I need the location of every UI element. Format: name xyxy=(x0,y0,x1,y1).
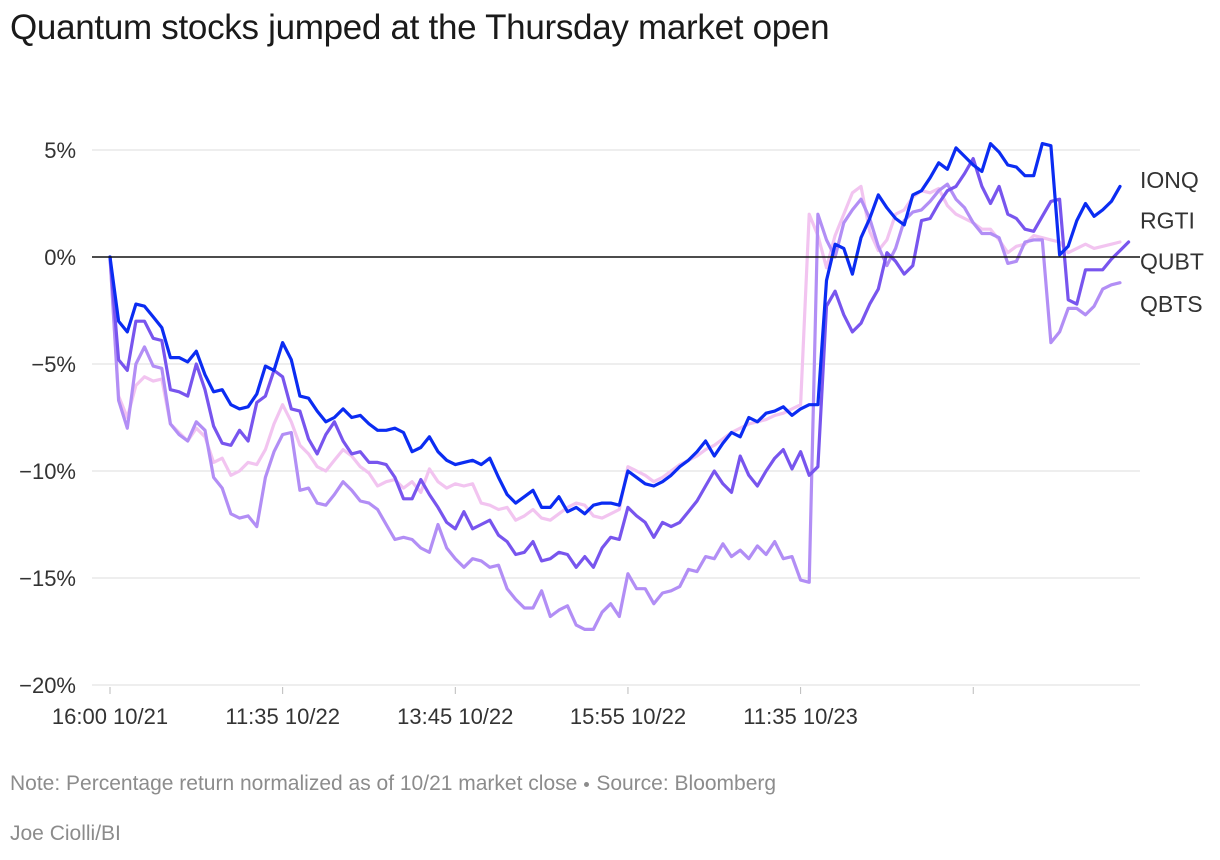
x-axis: 16:00 10/21 11:35 10/22 13:45 10/22 15:55 1… xyxy=(52,687,974,729)
y-tick-label: −10% xyxy=(19,459,76,484)
x-tick-label: 15:55 10/22 xyxy=(570,704,686,729)
series-line-qbts xyxy=(108,184,1122,522)
legend: IONQ RGTI QUBT QBTS xyxy=(1140,167,1204,317)
series-lines xyxy=(108,142,1131,631)
chart-credit: Joe Ciolli/BI xyxy=(10,822,121,845)
x-tick-label: 11:35 10/22 xyxy=(225,704,340,729)
y-tick-label: −5% xyxy=(31,352,76,377)
x-tick-label: 11:35 10/23 xyxy=(743,704,858,729)
chart-note: Note: Percentage return normalized as of… xyxy=(10,772,776,796)
note-text: Note: Percentage return normalized as of… xyxy=(10,772,578,795)
legend-label-qubt: QUBT xyxy=(1140,248,1204,274)
legend-label-ionq: IONQ xyxy=(1140,167,1199,193)
legend-label-rgti: RGTI xyxy=(1140,208,1195,234)
separator-dot xyxy=(584,781,590,787)
y-axis: 5% 0% −5% −10% −15% −20% xyxy=(19,138,76,698)
y-tick-label: −15% xyxy=(19,566,76,591)
chart-title: Quantum stocks jumped at the Thursday ma… xyxy=(10,8,830,47)
series-line-rgti xyxy=(108,157,1131,569)
x-tick-label: 16:00 10/21 xyxy=(52,704,168,729)
y-tick-label: 5% xyxy=(44,138,76,163)
y-tick-label: 0% xyxy=(44,245,76,270)
legend-label-qbts: QBTS xyxy=(1140,291,1203,317)
source-text: Source: Bloomberg xyxy=(596,772,777,795)
series-line-qubt xyxy=(108,182,1122,631)
y-tick-label: −20% xyxy=(19,673,76,698)
series-line-ionq xyxy=(108,142,1122,516)
x-tick-label: 13:45 10/22 xyxy=(397,704,513,729)
